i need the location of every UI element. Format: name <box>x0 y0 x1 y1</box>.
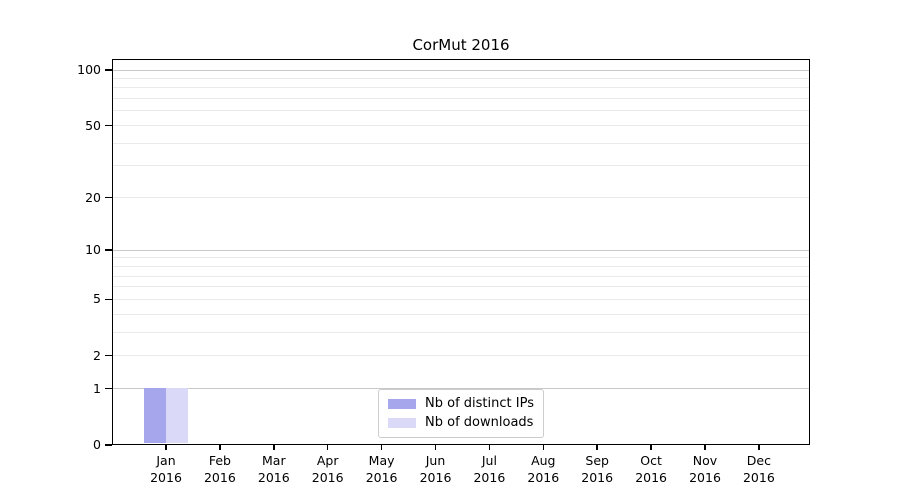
minor-gridline <box>113 142 809 144</box>
x-tick-label-year: 2016 <box>581 470 614 485</box>
minor-gridline <box>113 87 809 89</box>
x-tick <box>219 445 221 450</box>
minor-gridline <box>113 197 809 199</box>
major-gridline <box>113 69 809 71</box>
y-tick <box>105 124 112 127</box>
x-tick <box>434 445 437 450</box>
y-tick-label: 20 <box>85 189 101 205</box>
legend-item-distinct-ips: Nb of distinct IPs <box>388 395 534 412</box>
minor-gridline <box>113 110 809 112</box>
x-tick <box>488 445 491 450</box>
minor-gridline <box>113 77 809 79</box>
plot-area: Nb of distinct IPs Nb of downloads <box>112 59 810 445</box>
x-tick-label-month: Nov <box>692 453 718 468</box>
x-tick <box>704 445 706 450</box>
minor-gridline <box>113 265 809 267</box>
x-tick-label-month: May <box>368 453 395 468</box>
y-tick-label: 0 <box>93 437 101 452</box>
y-tick-label: 5 <box>93 291 101 307</box>
x-tick-label-month: Sep <box>585 453 609 468</box>
legend: Nb of distinct IPs Nb of downloads <box>378 389 544 438</box>
minor-gridline <box>113 286 809 288</box>
minor-gridline <box>113 298 809 300</box>
legend-label-distinct-ips: Nb of distinct IPs <box>425 396 534 411</box>
y-tick-label: 50 <box>85 117 101 133</box>
minor-gridline <box>113 331 809 333</box>
y-tick <box>105 69 112 71</box>
x-tick-label-year: 2016 <box>689 470 721 485</box>
x-tick-label-month: Feb <box>208 453 231 468</box>
x-tick <box>380 445 383 450</box>
x-tick-label-year: 2016 <box>311 470 344 485</box>
y-tick <box>105 249 112 251</box>
x-tick-label-year: 2016 <box>365 470 398 485</box>
x-tick-label-year: 2016 <box>203 470 236 485</box>
minor-gridline <box>113 125 809 127</box>
x-tick-label-year: 2016 <box>257 470 290 485</box>
x-tick <box>165 445 167 450</box>
legend-swatch-downloads <box>388 417 417 428</box>
x-tick-label-year: 2016 <box>742 470 775 485</box>
minor-gridline <box>113 313 809 315</box>
major-gridline <box>113 388 809 390</box>
y-tick <box>105 298 112 301</box>
x-tick-label-year: 2016 <box>473 470 506 485</box>
x-tick-label-year: 2016 <box>419 470 452 485</box>
x-tick <box>650 445 652 450</box>
minor-gridline <box>113 257 809 259</box>
x-tick-label-month: Oct <box>640 453 662 468</box>
x-tick <box>596 445 598 450</box>
x-tick-label-month: Apr <box>316 453 339 468</box>
y-tick <box>105 196 112 199</box>
minor-gridline <box>113 165 809 167</box>
x-tick-label-month: Jul <box>481 453 497 468</box>
major-gridline <box>113 249 809 251</box>
y-tick <box>105 354 112 357</box>
x-tick-label-month: Aug <box>531 453 556 468</box>
x-tick <box>542 445 545 450</box>
minor-gridline <box>113 98 809 100</box>
y-tick-label: 10 <box>85 242 101 258</box>
x-tick <box>758 445 760 450</box>
chart-title: CorMut 2016 <box>412 36 510 54</box>
y-tick <box>105 387 112 390</box>
x-tick-label-month: Dec <box>746 453 771 468</box>
x-tick-label-month: Jun <box>425 453 446 468</box>
bar-distinct-ips <box>143 388 166 443</box>
legend-swatch-distinct-ips <box>388 398 417 409</box>
y-tick-label: 100 <box>77 62 101 77</box>
x-tick <box>273 445 275 450</box>
y-tick-label: 2 <box>93 347 101 363</box>
x-tick-label-year: 2016 <box>150 470 182 485</box>
x-tick-label-year: 2016 <box>527 470 560 485</box>
y-tick-label: 1 <box>93 380 101 396</box>
minor-gridline <box>113 275 809 277</box>
legend-label-downloads: Nb of downloads <box>425 415 534 430</box>
x-tick-label-month: Jan <box>156 453 176 468</box>
x-tick-label-year: 2016 <box>635 470 667 485</box>
x-tick <box>326 445 329 450</box>
x-tick-label-month: Mar <box>262 453 286 468</box>
bar-downloads <box>165 388 188 443</box>
y-tick <box>105 444 112 446</box>
legend-item-downloads: Nb of downloads <box>388 414 534 431</box>
minor-gridline <box>113 355 809 357</box>
